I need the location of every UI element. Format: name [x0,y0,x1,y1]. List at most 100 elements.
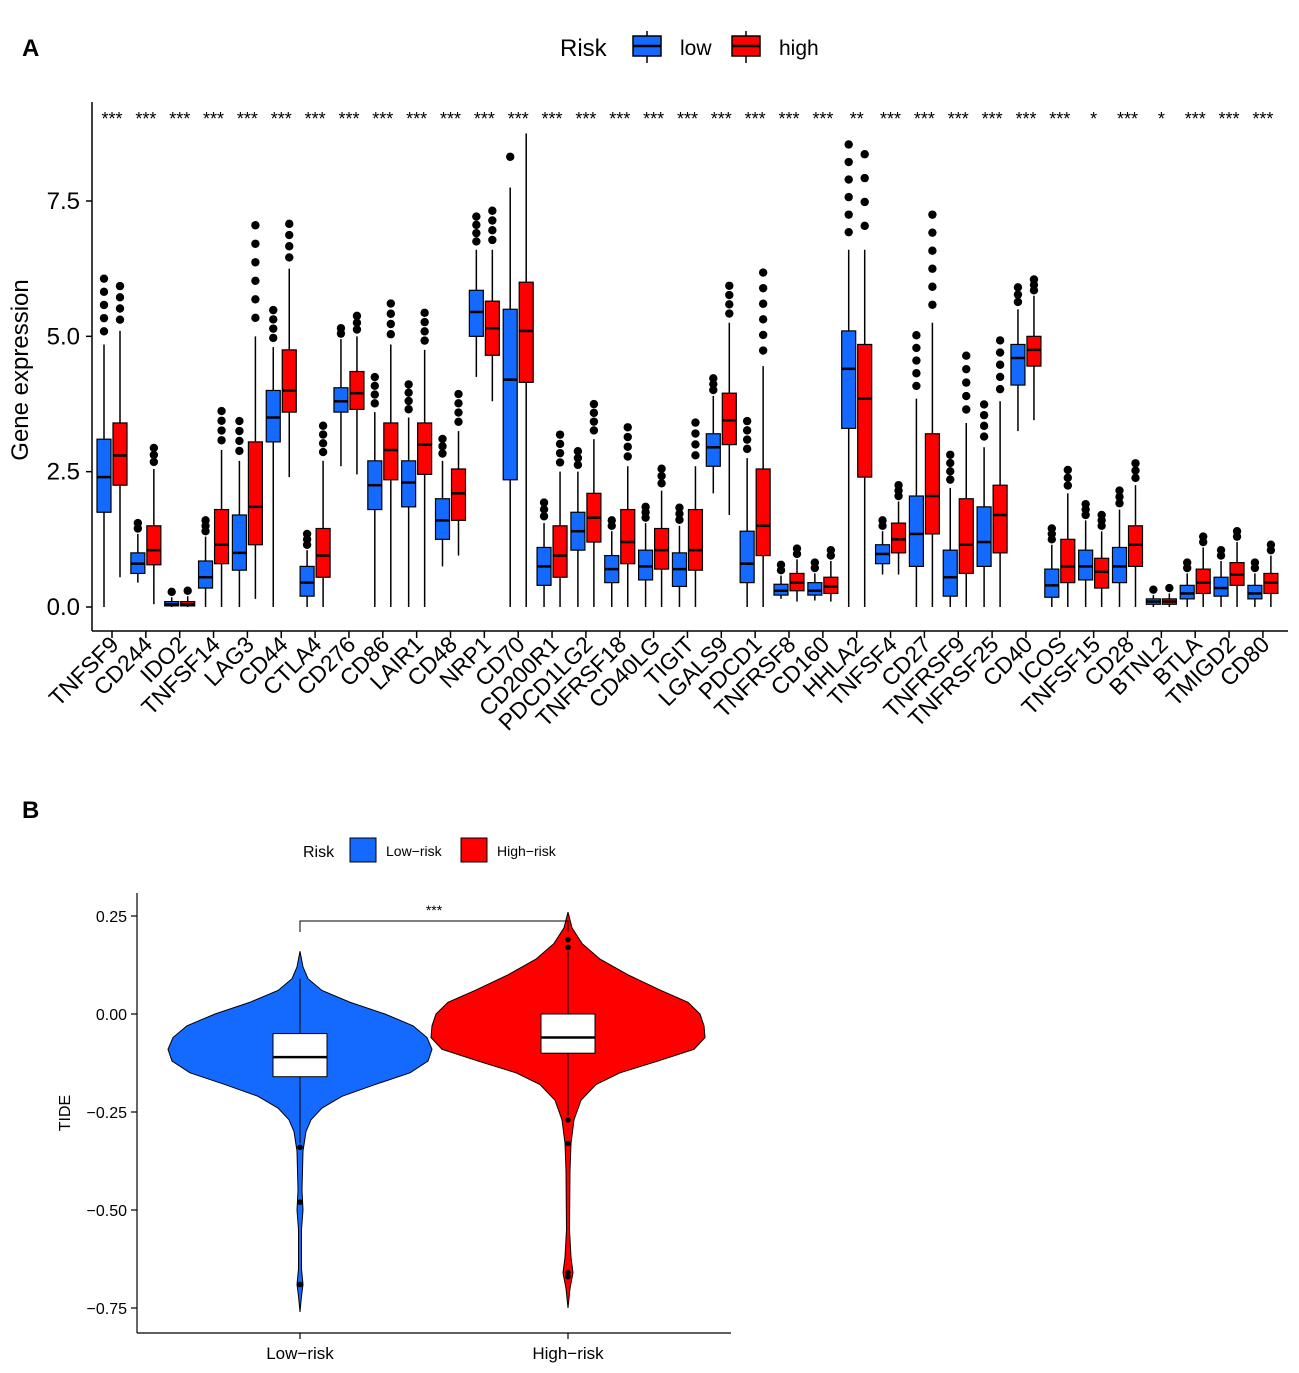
box-low [401,380,417,607]
outlier-point [251,239,260,248]
outlier-point [1266,540,1276,549]
outlier-point [1097,510,1106,520]
box-high [1229,527,1245,607]
outlier-point [251,221,260,230]
outlier-point [370,372,379,382]
panel-a-legend: Risk low high [560,31,819,63]
box [958,498,974,575]
outlier-point [810,558,820,567]
box-high [890,481,907,575]
outlier-point [758,283,768,293]
outlier-point [420,308,429,318]
outlier-point [928,246,937,255]
outlier-point [404,396,413,406]
outlier-point [691,418,700,427]
outlier-point [251,295,260,304]
significance-bracket [299,920,569,932]
box [687,508,704,571]
box [992,484,1008,554]
outlier-point [555,448,565,458]
ytick-label: 5.0 [47,323,80,350]
outlier-point [742,435,752,444]
box [976,506,992,567]
significance-label: *** [778,109,799,129]
outlier-point [149,443,159,453]
outlier-point [979,400,989,409]
outlier-point [860,150,869,159]
outlier-point [946,458,955,468]
outlier-point [725,300,734,309]
significance-label: *** [203,109,224,129]
box-high [518,133,534,607]
ytick-label: 7.5 [47,188,80,215]
gene-group-pdcd1lg2 [570,399,602,638]
outlier-point [709,374,718,383]
outlier-point [285,219,294,229]
gene-group-tnfrsf18 [604,423,636,638]
significance-label: *** [508,109,529,129]
significance-label: * [1090,109,1097,129]
outlier-point [928,210,937,219]
panel-a-boxes [96,133,1279,638]
outlier-point [826,545,836,555]
box [272,1033,328,1078]
gene-group-cd40 [1010,275,1042,638]
gene-group-tnfrsf25 [976,336,1008,638]
outlier-point [675,515,684,524]
box-high [349,311,365,475]
outlier-point [691,440,700,449]
outlier-point [725,281,734,290]
box-high [484,206,500,402]
xtick-label: Low−risk [266,1344,334,1363]
outlier-point [1081,499,1090,509]
outlier-point [386,319,395,329]
outlier-point [404,405,413,414]
outlier-point [962,364,971,374]
box-high [958,351,974,607]
significance-label: *** [948,109,969,129]
outlier-point [758,299,768,308]
significance-label: *** [1049,109,1070,129]
panel-b-yticks: −0.75 −0.50 −0.25 0.00 0.25 [87,909,137,1318]
box [112,422,128,486]
outlier-point [946,450,955,459]
outlier-point [1063,473,1073,482]
gene-group-btla [1179,532,1211,638]
outlier-point [217,406,226,416]
outlier-point [472,228,481,238]
box [281,349,297,413]
outlier-point [1115,486,1124,495]
box-low [942,450,958,607]
outlier-point [758,330,768,340]
outlier-point [1131,459,1140,468]
gene-group-cd80 [1247,540,1279,638]
gene-group-pdcd1 [739,268,771,638]
outlier-point [725,290,734,300]
outlier-point [1131,473,1140,483]
significance-label: *** [237,109,258,129]
box [502,308,518,481]
outlier-point [691,429,700,438]
outlier-point [995,360,1005,369]
box-low [739,416,755,607]
box [1127,525,1144,567]
outlier-point [565,1273,571,1280]
box-low [1010,283,1026,432]
significance-label: *** [677,109,698,129]
box-high [1127,459,1144,607]
outlier-point [318,447,328,457]
outlier-point [962,351,971,360]
outlier-point [386,330,395,339]
box [620,508,636,565]
gene-group-cd86 [367,299,399,638]
ytick-label: 2.5 [47,459,80,486]
outlier-point [370,399,379,408]
outlier-point [318,421,328,430]
outlier-point [235,446,244,456]
outlier-point [539,512,549,521]
outlier-point [488,226,497,235]
ytick-label: −0.75 [87,1301,128,1318]
outlier-point [488,216,497,225]
outlier-point [1165,583,1174,593]
outlier-point [1216,545,1226,555]
